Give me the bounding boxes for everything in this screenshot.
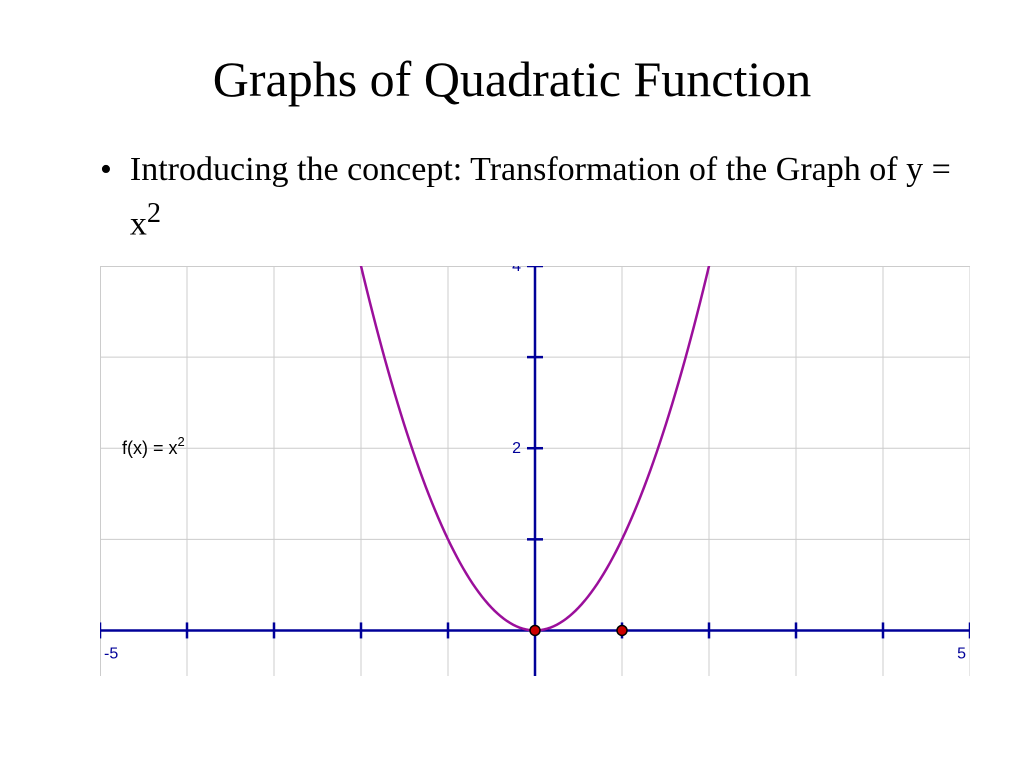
svg-text:f(x) = x2: f(x) = x2 [122, 435, 185, 459]
svg-text:-5: -5 [104, 646, 118, 663]
bullet-text: Introducing the concept: Transformation … [130, 148, 964, 246]
bullet-prefix: Introducing the concept: Transformation … [130, 151, 951, 242]
quadratic-chart: 5 -5 2 4 f(x) = x2 [100, 266, 970, 676]
chart-svg: 5 -5 2 4 f(x) = x2 [100, 266, 970, 676]
svg-text:2: 2 [512, 441, 521, 458]
svg-text:5: 5 [957, 646, 966, 663]
svg-text:4: 4 [512, 266, 521, 275]
page-title: Graphs of Quadratic Function [0, 50, 1024, 108]
bullet-item: • Introducing the concept: Transformatio… [0, 148, 1024, 246]
bullet-sup: 2 [147, 198, 161, 229]
bullet-marker: • [100, 148, 112, 192]
